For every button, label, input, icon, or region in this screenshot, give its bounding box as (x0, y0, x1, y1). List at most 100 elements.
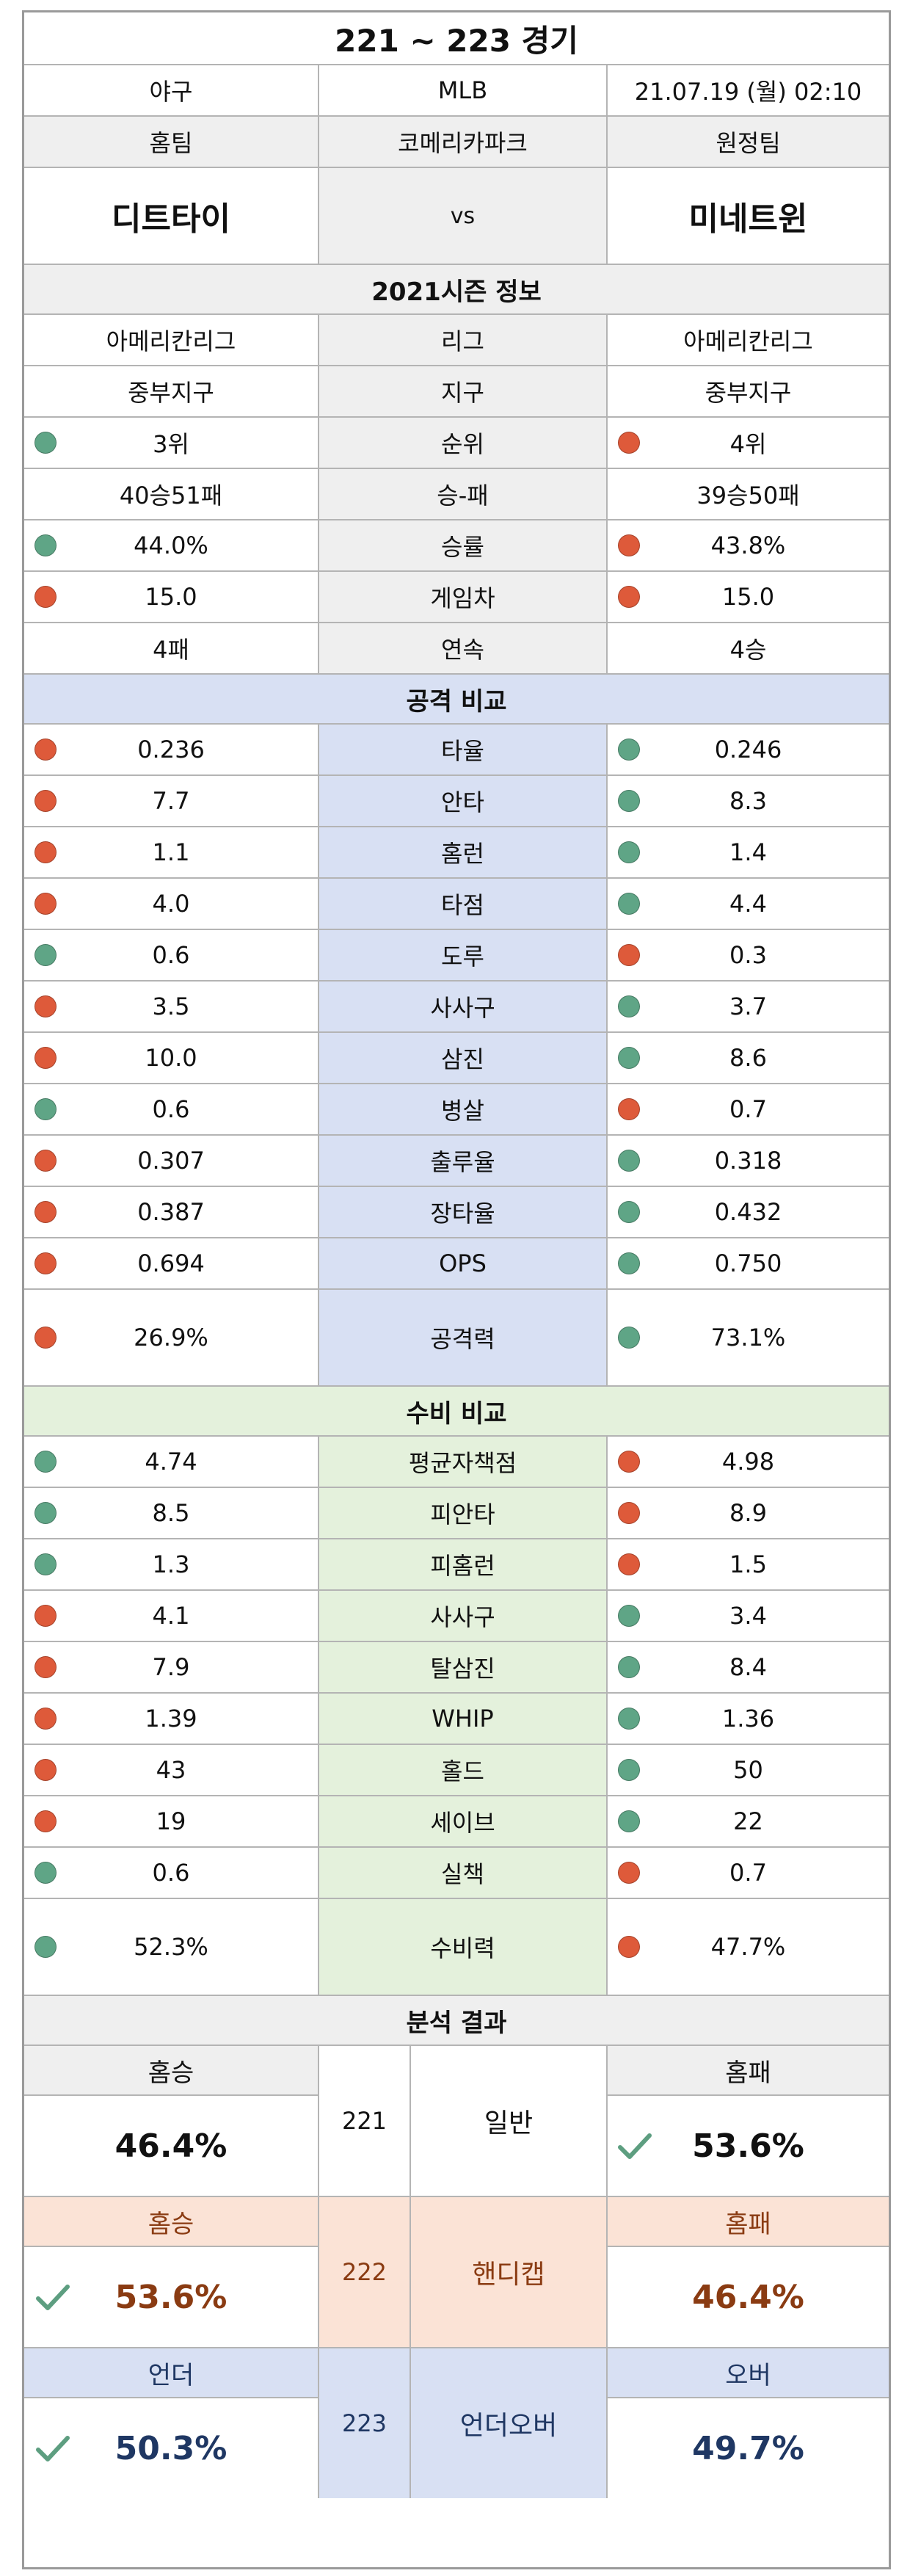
attack-label-bg (319, 776, 606, 826)
attack-away-value: 0.318 (714, 1147, 782, 1175)
defense-label-bg (319, 1488, 606, 1538)
attack-stat-label: 홈런 (441, 840, 484, 868)
season-home-value: 3위 (153, 430, 189, 458)
analysis-home-label: 홈승 (148, 2058, 194, 2088)
row-divider (24, 115, 889, 117)
defense-total-label: 수비력 (430, 1934, 495, 1962)
attack-home-value: 0.236 (137, 736, 205, 763)
column-divider (318, 1899, 319, 1995)
defense-home-value: 1.3 (152, 1550, 190, 1578)
home-indicator-dot (34, 1605, 57, 1627)
home-indicator-dot (34, 841, 57, 863)
attack-home-value: 0.6 (152, 1095, 190, 1123)
away-indicator-dot (618, 1327, 640, 1349)
attack-label-bg (319, 1136, 606, 1186)
home-team-name: 디트타이 (112, 200, 230, 238)
vs-bg (319, 168, 606, 264)
analysis-home-header-bg (24, 2348, 318, 2397)
home-indicator-dot (34, 1862, 57, 1884)
row-divider (24, 1134, 889, 1136)
home-indicator-dot (34, 1936, 57, 1958)
home-indicator-dot (34, 1047, 57, 1069)
column-divider (606, 776, 608, 826)
season-home-value: 아메리칸리그 (106, 327, 236, 355)
attack-away-value: 0.432 (714, 1198, 782, 1226)
defense-stat-label: 평균자책점 (408, 1449, 517, 1477)
defense-home-value: 8.5 (152, 1499, 190, 1527)
home-indicator-dot (34, 586, 57, 608)
column-divider (318, 65, 319, 115)
away-indicator-dot (618, 1252, 640, 1274)
season-away-value: 아메리칸리그 (683, 327, 813, 355)
attack-section-header-bg (24, 675, 889, 723)
row-divider (24, 929, 889, 930)
defense-label-bg (319, 1848, 606, 1898)
home-indicator-dot (34, 1708, 57, 1730)
analysis-away-label: 오버 (725, 2360, 771, 2390)
attack-stat-label: 장타율 (430, 1200, 495, 1227)
home-indicator-dot (34, 1502, 57, 1524)
away-indicator-dot (618, 1656, 640, 1678)
column-divider (606, 879, 608, 929)
column-divider (606, 2046, 608, 2196)
season-stat-label: 승-패 (437, 482, 489, 509)
away-indicator-dot (618, 1936, 640, 1958)
row-divider (24, 622, 889, 623)
season-label-bg (319, 418, 606, 468)
defense-label-bg (319, 1591, 606, 1641)
column-divider (606, 827, 608, 877)
home-indicator-dot (34, 1098, 57, 1120)
defense-away-value: 1.5 (729, 1550, 767, 1578)
analysis-home-value: 53.6% (114, 2278, 228, 2316)
attack-away-value: 0.3 (729, 941, 767, 969)
attack-label-bg (319, 1033, 606, 1083)
attack-stat-label: 출루율 (430, 1148, 495, 1176)
column-divider (318, 776, 319, 826)
defense-stat-label: 사사구 (430, 1603, 495, 1631)
attack-away-value: 3.7 (729, 993, 767, 1020)
away-indicator-dot (618, 995, 640, 1017)
column-divider (606, 366, 608, 416)
season-home-value: 15.0 (145, 583, 197, 611)
home-indicator-dot (34, 995, 57, 1017)
defense-section-header-bg (24, 1387, 889, 1435)
season-label-bg (319, 469, 606, 519)
vs-label: vs (450, 203, 476, 229)
row-divider (24, 570, 889, 572)
row-divider (24, 1186, 889, 1187)
defense-label-bg (319, 1899, 606, 1995)
defense-label-bg (319, 1539, 606, 1589)
analysis-away-label: 홈패 (725, 2058, 771, 2088)
row-divider (24, 1031, 889, 1033)
attack-stat-label: OPS (439, 1249, 487, 1277)
season-away-value: 4승 (729, 636, 767, 664)
attack-label-bg (319, 1187, 606, 1237)
home-indicator-dot (34, 1252, 57, 1274)
column-divider (318, 117, 319, 167)
attack-home-value: 1.1 (152, 838, 190, 866)
defense-away-value: 50 (733, 1756, 763, 1784)
season-home-value: 40승51패 (119, 482, 223, 509)
analysis-header-bg (24, 1996, 889, 2045)
analysis-middle-bg (319, 2046, 606, 2196)
column-divider (606, 1848, 608, 1898)
attack-home-value: 0.387 (137, 1198, 205, 1226)
column-divider (606, 418, 608, 468)
row-divider (24, 1692, 889, 1694)
away-indicator-dot (618, 1502, 640, 1524)
defense-label-bg (319, 1437, 606, 1487)
row-divider (24, 1083, 889, 1084)
column-divider (318, 725, 319, 774)
column-divider (318, 982, 319, 1031)
analysis-away-label: 홈패 (725, 2209, 771, 2239)
teams-header-bg (24, 117, 889, 167)
match-datetime: 21.07.19 (월) 02:10 (634, 78, 862, 106)
defense-stat-label: WHIP (432, 1705, 494, 1733)
attack-away-value: 0.750 (714, 1249, 782, 1277)
away-indicator-dot (618, 1098, 640, 1120)
home-indicator-dot (34, 1451, 57, 1473)
home-indicator-dot (34, 790, 57, 812)
season-away-value: 15.0 (721, 583, 775, 611)
away-indicator-dot (618, 586, 640, 608)
defense-away-value: 22 (733, 1807, 763, 1835)
